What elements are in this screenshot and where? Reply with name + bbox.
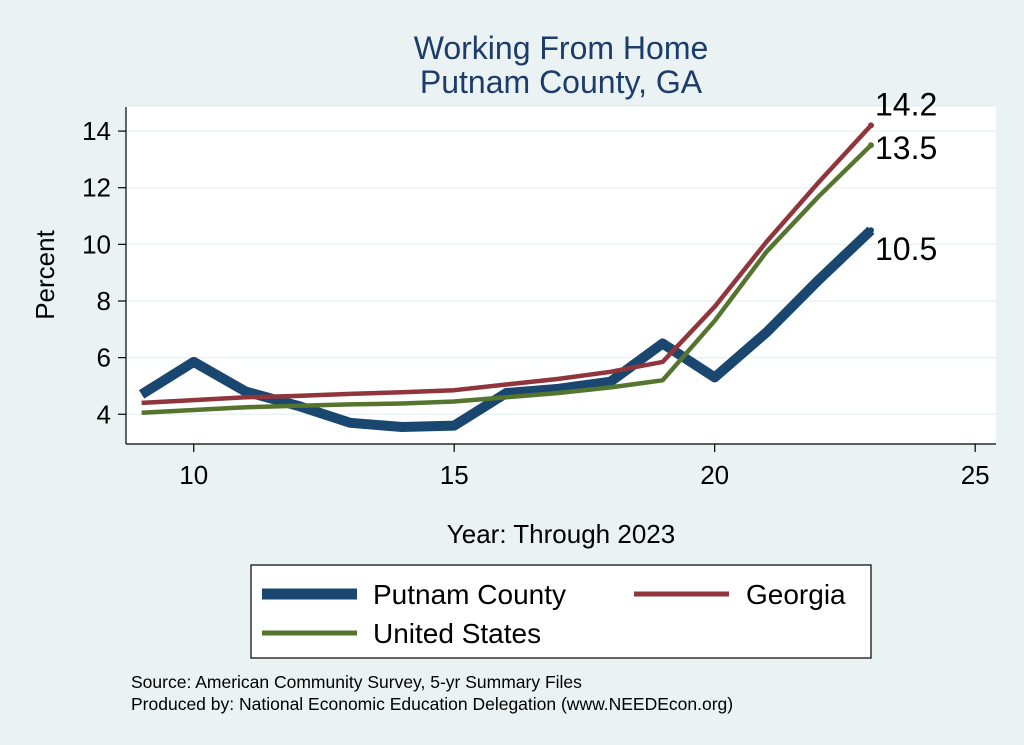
end-label-united-states: 13.5 (875, 130, 937, 166)
y-tick-label-14: 14 (82, 116, 111, 146)
legend: Putnam County Georgia United States (250, 564, 872, 659)
axes: 4 6 8 10 12 14 10 15 20 25 (82, 107, 996, 490)
y-tick-label-4: 4 (97, 399, 111, 429)
y-axis-title: Percent (30, 229, 60, 319)
series-line-united-states (141, 143, 873, 416)
chart-title-line-1: Working From Home (414, 30, 709, 66)
x-tick-label-15: 15 (440, 460, 469, 490)
series-line-georgia (141, 123, 873, 406)
y-tick-label-8: 8 (97, 286, 111, 316)
chart-title-line-2: Putnam County, GA (420, 64, 703, 100)
x-axis-title: Year: Through 2023 (447, 519, 675, 549)
y-tick-label-10: 10 (82, 229, 111, 259)
end-point-united-states (867, 142, 874, 149)
labels: 10.5 14.2 13.5 (875, 86, 937, 267)
series-lines (138, 122, 875, 432)
legend-label-united-states: United States (373, 618, 541, 649)
producer-note: Produced by: National Economic Education… (131, 694, 733, 714)
x-tick-label-25: 25 (961, 460, 990, 490)
end-point-georgia (867, 122, 874, 129)
end-label-georgia: 14.2 (875, 86, 937, 122)
y-tick-label-12: 12 (82, 173, 111, 203)
x-tick-label-20: 20 (700, 460, 729, 490)
legend-label-georgia: Georgia (746, 579, 846, 610)
end-point-putnam-county (867, 227, 874, 234)
legend-label-putnam-county: Putnam County (373, 579, 566, 610)
x-tick-label-10: 10 (179, 460, 208, 490)
y-tick-label-6: 6 (97, 343, 111, 373)
end-label-putnam-county: 10.5 (875, 231, 937, 267)
grid-lines (126, 130, 996, 416)
source-note: Source: American Community Survey, 5-yr … (131, 672, 582, 692)
legend-box (250, 564, 872, 659)
